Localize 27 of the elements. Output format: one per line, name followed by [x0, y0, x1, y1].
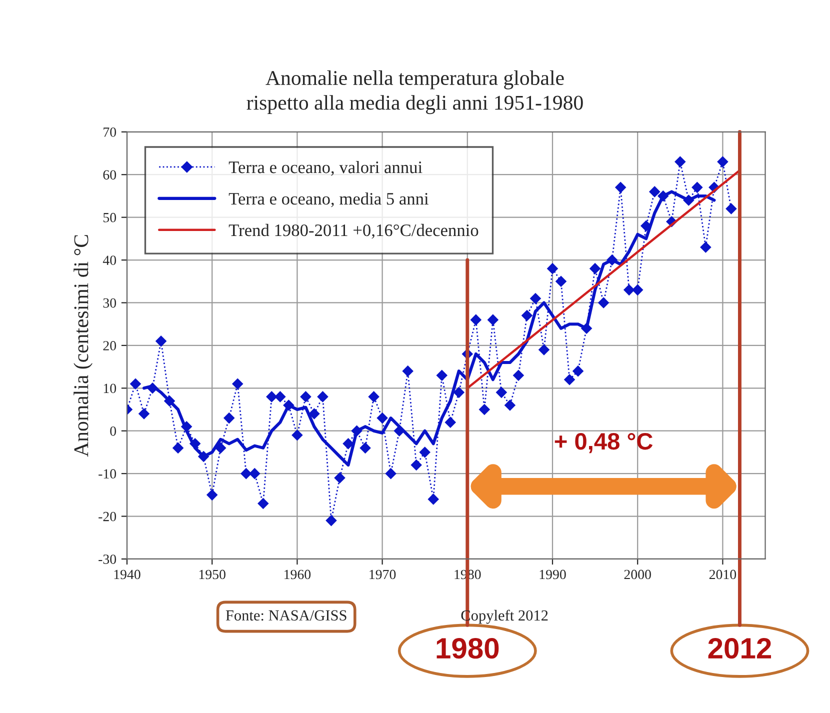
- x-tick-label: 1940: [114, 570, 140, 580]
- y-tick-label: 70: [104, 127, 116, 137]
- x-tick-label: 1960: [284, 570, 311, 580]
- y-tick-label: 20: [103, 341, 116, 350]
- y-tick-label: -30: [98, 554, 116, 564]
- chart-title: Anomalie nella temperatura globale rispetto alla media degli anni 1951-1980: [246, 70, 583, 114]
- y-tick-label: 10: [104, 384, 116, 394]
- x-tick-label: 2000: [624, 570, 651, 580]
- source-note: Fonte: NASA/GISS: [226, 610, 346, 621]
- y-tick-label: 0: [110, 426, 116, 436]
- x-tick-label: 2010: [709, 570, 736, 580]
- x-tick-label: 1990: [540, 570, 566, 580]
- legend-label: Terra e oceano, media 5 anni: [228, 192, 429, 208]
- x-tick-label: 1970: [370, 570, 396, 580]
- x-tick-label: 1950: [199, 570, 226, 580]
- y-tick-label: 40: [102, 256, 116, 265]
- y-axis-title: Anomalia (centesimi di °C: [74, 235, 93, 457]
- y-tick-label: 50: [103, 212, 116, 222]
- annotation: + 0,48 °C: [554, 432, 653, 454]
- y-tick-label: -10: [98, 469, 116, 479]
- y-tick-label: 60: [103, 170, 116, 180]
- legend-label: Terra e oceano, valori annui: [228, 160, 422, 176]
- ref-line-label: 1980: [436, 638, 499, 659]
- ref-line-label: 2012: [708, 638, 772, 659]
- y-tick-label: -20: [98, 512, 116, 522]
- y-tick-label: 30: [103, 298, 116, 308]
- legend-label: Trend 1980-2011 +0,16°C/decennio: [228, 224, 478, 239]
